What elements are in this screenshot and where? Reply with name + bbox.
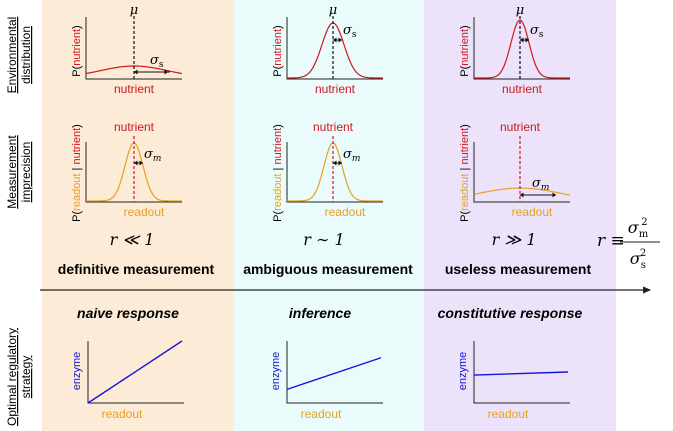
strategy-axes [473,341,570,404]
meas-sigma-arrow-head-left [333,160,337,166]
strategy-ylabel: enzyme [270,352,282,391]
regime-label: r ≫ 1 [492,230,537,249]
column-title: definitive measurement [58,261,215,277]
meas-sigma-arrow-head-left [520,192,524,198]
meas-gaussian [287,142,383,202]
env-sigma-label: σs [150,53,164,70]
strategy-xlabel: readout [301,407,342,421]
row-label-measurement: Measurement imprecision [5,135,33,209]
row-label-measurement-line1: Measurement [5,135,19,209]
strategy-line [286,357,382,391]
meas-xlabel: readout [512,205,553,219]
strategy-line [473,371,569,376]
env-xlabel: nutrient [315,82,356,96]
meas-xlabel: readout [325,205,366,219]
strategy-xlabel: readout [102,407,143,421]
r-definition-lhs: r ≡ [597,231,625,251]
strategy-axes [286,341,383,404]
column-definitive: μ σs nutrient P(nutrient) nutrient σm readout P… [58,3,215,421]
meas-xlabel: readout [124,205,165,219]
env-mu-label: μ [329,3,337,18]
column-ambiguous: μσs nutrient P(nutrient) nutrient σm readout P… [243,3,413,421]
env-ylabel: P(nutrient) [272,25,284,76]
meas-sigma-label: σm [343,147,360,164]
env-xlabel: nutrient [502,82,543,96]
env-sigma-label: σs [530,23,544,40]
meas-axes [286,142,383,203]
meas-ylabel: P(readout | nutrient) [272,124,284,222]
meas-nutrient-label: nutrient [500,120,541,134]
env-sigma-arrow-head-right [525,37,529,43]
regime-label: r ≪ 1 [110,230,155,249]
strategy-line [87,340,183,404]
meas-sigma-arrow-head-right [338,160,342,166]
meas-sigma-arrow-head-right [139,160,143,166]
row-label-strategy-line2: strategy [19,356,33,399]
env-axes [473,17,570,80]
row-label-environmental-line2: distribution [19,26,33,84]
env-axes [85,17,182,80]
strategy-ylabel: enzyme [71,352,83,391]
column-title: useless measurement [445,261,592,277]
meas-ylabel: P(readout | nutrient) [71,124,83,222]
meas-sigma-label: σm [532,176,549,193]
meas-nutrient-label: nutrient [313,120,354,134]
row-label-environmental: Environmental distribution [5,17,33,94]
env-mu-label: μ [516,3,524,18]
response-label: naive response [77,305,179,321]
panel-ambiguous [234,0,424,431]
response-label: inference [289,305,351,321]
meas-sigma-arrow-head-left [134,160,138,166]
strategy-xlabel: readout [488,407,529,421]
env-sigma-arrow-head-left [333,37,337,43]
env-ylabel: P(nutrient) [71,25,83,76]
row-label-measurement-line2: imprecision [19,142,33,203]
meas-axes [85,142,182,203]
response-label: constitutive response [438,305,583,321]
meas-gaussian [473,187,571,196]
env-sigma-label: σs [343,23,357,40]
env-gaussian [474,19,570,79]
meas-sigma-arrow-head-right [552,192,556,198]
meas-sigma-label: σm [144,147,161,164]
env-ylabel: P(nutrient) [459,25,471,76]
regime-label: r ∼ 1 [303,230,344,249]
strategy-ylabel: enzyme [457,352,469,391]
row-label-environmental-line1: Environmental [5,17,19,94]
env-gaussian [287,22,383,79]
env-sigma-arrow-head-left [520,37,524,43]
env-mu-label: μ [130,3,138,18]
env-sigma-arrow-head-left [134,69,138,75]
meas-nutrient-label: nutrient [114,120,155,134]
r-definition: r ≡ σm2 σs2 [597,217,660,271]
column-title: ambiguous measurement [243,261,413,277]
meas-axes [473,142,570,203]
env-sigma-arrow-head-right [338,37,342,43]
row-label-strategy-line1: Optimal regulatory [5,328,19,426]
column-useless: μσs nutrient P(nutrient) nutrient σm readout P… [438,3,592,421]
env-sigma-arrow-head-right [164,69,168,75]
row-label-strategy: Optimal regulatory strategy [5,328,33,426]
meas-ylabel: P(readout | nutrient) [459,124,471,222]
r-definition-denominator: σs2 [630,248,646,271]
env-axes [286,17,383,80]
r-definition-numerator: σm2 [628,217,649,240]
env-xlabel: nutrient [114,82,155,96]
